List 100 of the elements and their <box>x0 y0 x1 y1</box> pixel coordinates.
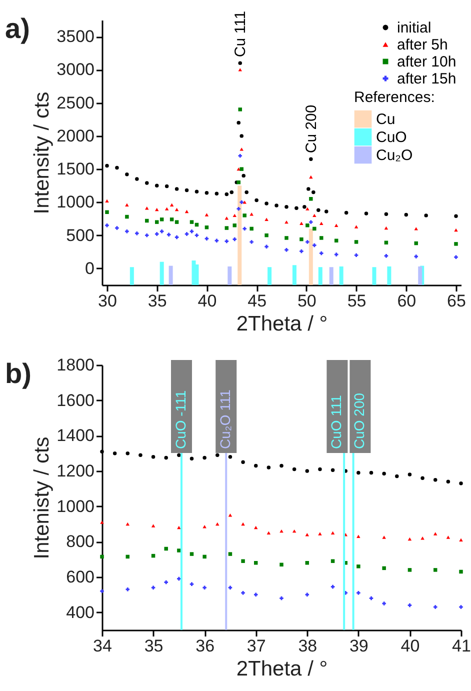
point <box>354 253 358 258</box>
y-tick-label: 1500 <box>56 160 94 179</box>
legend-label: Cu <box>376 111 396 128</box>
x-tick-label: 40 <box>198 292 217 310</box>
point <box>238 108 242 112</box>
point <box>216 453 220 457</box>
ref-line-label: CuO 111 <box>328 394 344 449</box>
point <box>292 467 296 472</box>
point <box>306 207 310 210</box>
point <box>382 536 386 539</box>
point <box>105 164 109 168</box>
x-tick-label: 35 <box>148 292 167 310</box>
point <box>250 226 254 231</box>
point <box>384 254 388 258</box>
y-tick-label: 2000 <box>56 126 94 146</box>
point <box>454 228 458 232</box>
point <box>459 605 463 609</box>
point <box>306 240 310 244</box>
point <box>266 466 271 470</box>
point <box>184 232 189 236</box>
x-tick-label: 45 <box>248 292 267 310</box>
point <box>306 187 310 191</box>
legend-label: initial <box>397 20 432 36</box>
point <box>284 248 288 252</box>
point <box>459 538 463 542</box>
bar <box>168 266 173 285</box>
x-tick-label: 65 <box>447 292 466 310</box>
point <box>250 240 254 244</box>
point <box>236 120 240 125</box>
y-tick-label: 1200 <box>56 462 94 480</box>
point <box>105 199 109 202</box>
point <box>264 244 268 248</box>
y-tick-label: 3000 <box>56 60 94 80</box>
bar <box>268 267 272 285</box>
point <box>228 552 232 556</box>
point <box>240 167 244 171</box>
x-tick-label: 37 <box>246 636 266 656</box>
point <box>240 134 244 138</box>
point <box>126 451 130 456</box>
point <box>151 586 156 590</box>
point <box>202 456 206 460</box>
point <box>254 198 258 202</box>
point <box>312 214 316 218</box>
point <box>202 586 206 590</box>
point <box>224 226 229 230</box>
x-tick-label: 30 <box>98 292 117 310</box>
point <box>100 450 104 454</box>
point <box>414 254 418 258</box>
point <box>382 602 386 606</box>
point <box>125 172 129 176</box>
point <box>204 236 209 240</box>
point <box>264 202 268 206</box>
point <box>305 469 310 473</box>
point <box>330 559 335 563</box>
point <box>369 470 374 475</box>
point <box>334 224 338 227</box>
point <box>420 536 424 540</box>
point <box>395 474 399 478</box>
point <box>433 605 438 609</box>
point <box>264 233 268 238</box>
bar <box>194 264 199 285</box>
point <box>238 68 242 72</box>
point <box>145 233 149 238</box>
point <box>254 464 258 468</box>
point <box>309 157 313 161</box>
legend-label: after 10h <box>397 54 456 70</box>
x-tick-label: 35 <box>144 636 164 656</box>
point <box>160 218 164 222</box>
y-axis-title: Intenisty / cts <box>30 436 54 560</box>
point <box>216 522 220 526</box>
point <box>274 204 278 208</box>
point <box>320 222 324 226</box>
point <box>280 464 284 468</box>
bar <box>228 266 232 285</box>
y-axis-title: Intensity / cts <box>30 92 54 214</box>
point <box>232 237 237 242</box>
y-tick-label: 500 <box>66 226 94 245</box>
point <box>177 453 181 457</box>
ref-line-label: Cu₂O 111 <box>217 389 234 449</box>
point <box>302 204 306 209</box>
point <box>384 212 388 216</box>
point <box>214 238 219 242</box>
point <box>344 210 348 215</box>
point <box>242 226 246 231</box>
point <box>166 232 171 237</box>
point <box>177 526 181 530</box>
x-tick-label: 36 <box>196 636 215 656</box>
point <box>214 192 219 196</box>
point <box>115 166 119 170</box>
point <box>309 175 313 179</box>
y-tick-label: 800 <box>66 532 94 552</box>
point <box>306 224 310 228</box>
point <box>454 214 458 218</box>
point <box>194 190 199 194</box>
point <box>244 190 248 194</box>
legend-label: CuO <box>376 129 407 146</box>
point <box>318 467 322 472</box>
point <box>382 472 386 476</box>
point <box>154 220 159 224</box>
point <box>284 236 288 240</box>
